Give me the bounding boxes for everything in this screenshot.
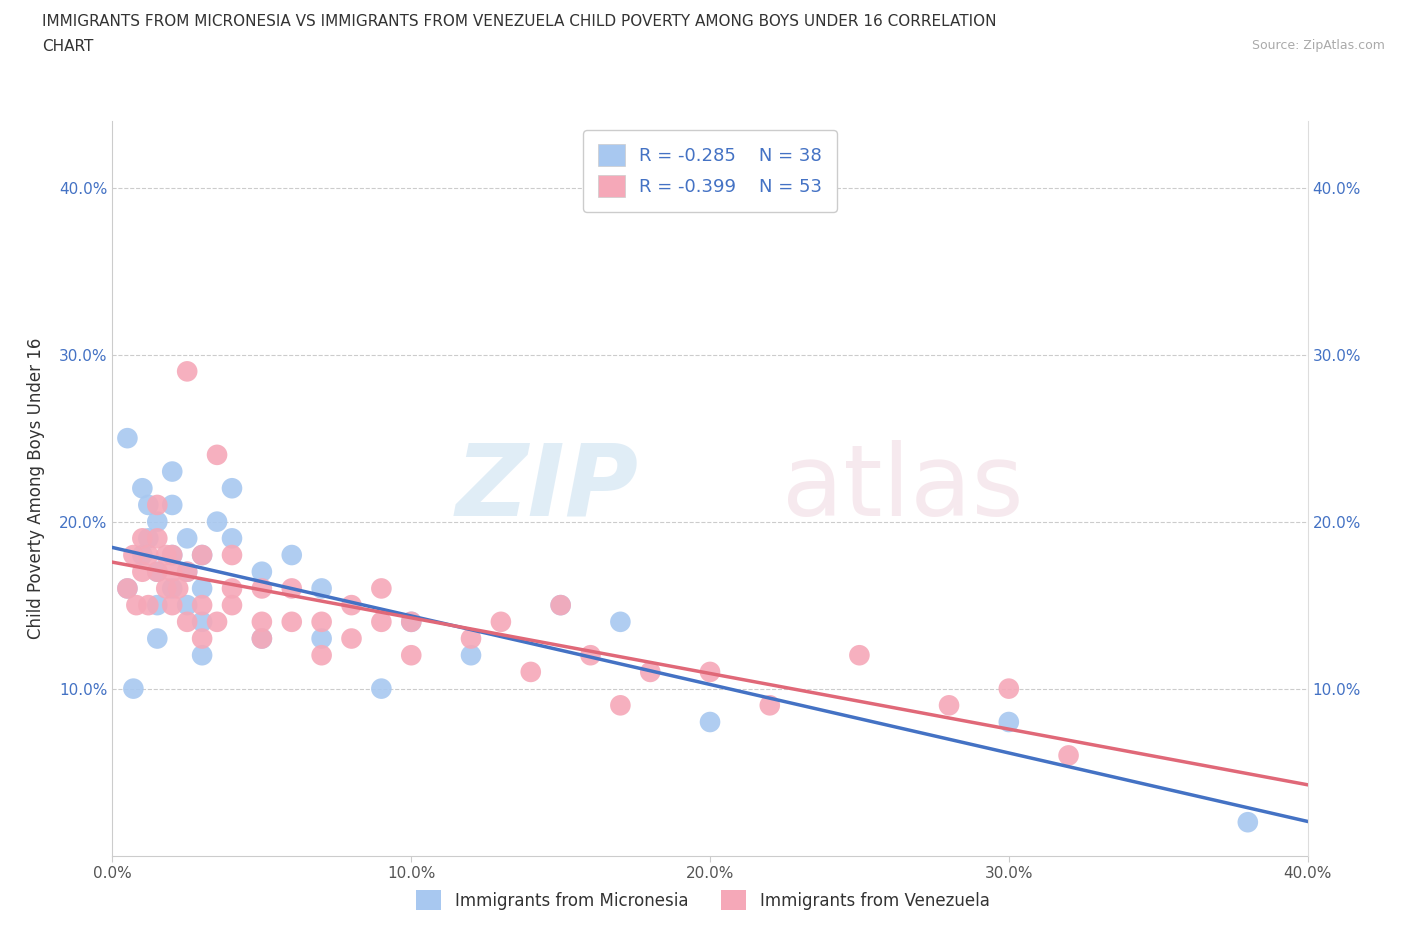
Point [1057,748,1080,763]
Point [340,598,363,613]
Point [176,565,198,579]
Point [460,631,482,646]
Point [176,598,198,613]
Point [155,581,177,596]
Point [998,681,1021,696]
Point [401,648,423,663]
Point [138,531,160,546]
Point [162,565,183,579]
Point [221,481,243,496]
Point [401,615,423,630]
Point [162,548,183,563]
Point [146,565,169,579]
Point [167,581,190,596]
Point [146,631,169,646]
Point [162,598,183,613]
Point [131,481,153,496]
Point [176,565,198,579]
Point [311,615,333,630]
Point [311,631,333,646]
Legend: Immigrants from Micronesia, Immigrants from Venezuela: Immigrants from Micronesia, Immigrants f… [409,884,997,917]
Point [191,581,214,596]
Point [1237,815,1260,830]
Point [759,698,782,712]
Y-axis label: Child Poverty Among Boys Under 16: Child Poverty Among Boys Under 16 [27,338,45,639]
Point [250,615,273,630]
Point [205,514,228,529]
Point [191,598,214,613]
Point [250,631,273,646]
Point [370,581,392,596]
Point [191,548,214,563]
Text: Source: ZipAtlas.com: Source: ZipAtlas.com [1251,39,1385,52]
Point [281,615,304,630]
Point [117,581,139,596]
Point [221,598,243,613]
Point [191,648,214,663]
Point [205,615,228,630]
Point [250,565,273,579]
Point [117,581,139,596]
Point [250,581,273,596]
Point [221,581,243,596]
Point [146,514,169,529]
Point [176,364,198,379]
Point [221,531,243,546]
Point [579,648,602,663]
Point [609,698,631,712]
Point [138,498,160,512]
Point [250,631,273,646]
Point [138,598,160,613]
Point [460,648,482,663]
Point [125,598,148,613]
Point [176,615,198,630]
Point [146,498,169,512]
Text: CHART: CHART [42,39,94,54]
Point [699,714,721,729]
Point [998,714,1021,729]
Point [146,565,169,579]
Point [550,598,572,613]
Point [938,698,960,712]
Point [122,548,145,563]
Point [122,681,145,696]
Point [311,581,333,596]
Point [191,548,214,563]
Point [146,598,169,613]
Point [191,631,214,646]
Point [311,648,333,663]
Point [520,664,543,679]
Text: ZIP: ZIP [456,440,638,537]
Text: IMMIGRANTS FROM MICRONESIA VS IMMIGRANTS FROM VENEZUELA CHILD POVERTY AMONG BOYS: IMMIGRANTS FROM MICRONESIA VS IMMIGRANTS… [42,14,997,29]
Point [162,464,183,479]
Point [550,598,572,613]
Point [162,581,183,596]
Point [401,615,423,630]
Point [131,531,153,546]
Point [176,531,198,546]
Point [221,548,243,563]
Point [131,565,153,579]
Point [146,531,169,546]
Point [162,548,183,563]
Point [138,548,160,563]
Point [370,615,392,630]
Point [848,648,870,663]
Legend: R = -0.285    N = 38, R = -0.399    N = 53: R = -0.285 N = 38, R = -0.399 N = 53 [583,130,837,212]
Point [640,664,662,679]
Point [117,431,139,445]
Point [162,498,183,512]
Point [191,615,214,630]
Point [489,615,512,630]
Point [340,631,363,646]
Point [131,548,153,563]
Text: atlas: atlas [782,440,1024,537]
Point [205,447,228,462]
Point [155,548,177,563]
Point [281,548,304,563]
Point [609,615,631,630]
Point [281,581,304,596]
Point [699,664,721,679]
Point [370,681,392,696]
